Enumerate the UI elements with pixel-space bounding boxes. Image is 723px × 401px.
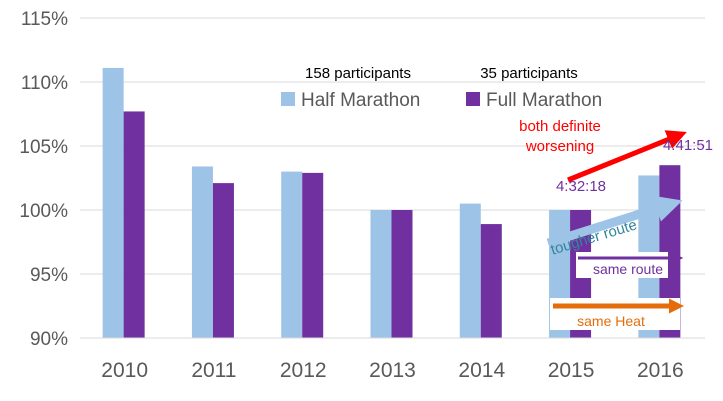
same-heat-box — [550, 298, 680, 330]
annotation-worsening-line1: both definite — [519, 118, 601, 135]
x-tick-label: 2012 — [280, 359, 327, 382]
bar-full-marathon-2014 — [480, 224, 502, 338]
bar-full-marathon-2012 — [302, 172, 324, 338]
x-axis-tick-labels: 2010 2011 2012 2013 2014 2015 2016 — [101, 359, 683, 382]
y-tick-label: 115% — [21, 9, 68, 30]
tougher-route-arrow — [546, 195, 683, 248]
legend-label-half-marathon: Half Marathon — [301, 90, 420, 111]
same-route-box — [576, 252, 668, 278]
legend-label-full-marathon: Full Marathon — [486, 90, 602, 111]
x-tick-label: 2011 — [191, 359, 236, 382]
annotations: both definite worsening 4:32:18 4:41:51 … — [519, 118, 713, 330]
y-tick-label: 110% — [21, 73, 68, 94]
y-tick-label: 90% — [30, 329, 68, 350]
x-tick-label: 2014 — [458, 359, 505, 382]
annotation-worsening-line2: worsening — [525, 138, 594, 155]
bar-half-marathon-2011 — [191, 166, 213, 338]
legend-swatch-full-marathon — [466, 92, 480, 106]
legend-swatch-half-marathon — [281, 92, 295, 106]
bar-full-marathon-2010 — [123, 111, 145, 338]
y-tick-label: 95% — [30, 265, 68, 286]
worsening-arrow — [567, 130, 687, 183]
legend-note-half-marathon: 158 participants — [305, 65, 411, 82]
annotation-time-2015: 4:32:18 — [556, 178, 606, 195]
y-tick-label: 105% — [19, 137, 68, 158]
bar-half-marathon-2014 — [459, 203, 481, 338]
x-tick-label: 2015 — [548, 359, 595, 382]
x-tick-label: 2010 — [101, 359, 148, 382]
bar-full-marathon-2013 — [391, 210, 413, 338]
x-tick-label: 2016 — [637, 359, 684, 382]
bar-half-marathon-2010 — [102, 67, 124, 339]
legend: 158 participants 35 participants Half Ma… — [281, 65, 602, 111]
legend-note-full-marathon: 35 participants — [480, 65, 578, 82]
x-tick-label: 2013 — [369, 359, 416, 382]
bar-full-marathon-2011 — [212, 183, 234, 338]
annotation-same-heat: same Heat — [577, 313, 645, 329]
annotation-same-route: same route — [593, 261, 663, 277]
bar-half-marathon-2012 — [281, 171, 303, 338]
bar-half-marathon-2013 — [370, 210, 392, 338]
y-axis-tick-labels: 90% 95% 100% 105% 110% 115% — [19, 9, 68, 350]
y-tick-label: 100% — [19, 201, 68, 222]
annotation-time-2016: 4:41:51 — [663, 137, 713, 154]
